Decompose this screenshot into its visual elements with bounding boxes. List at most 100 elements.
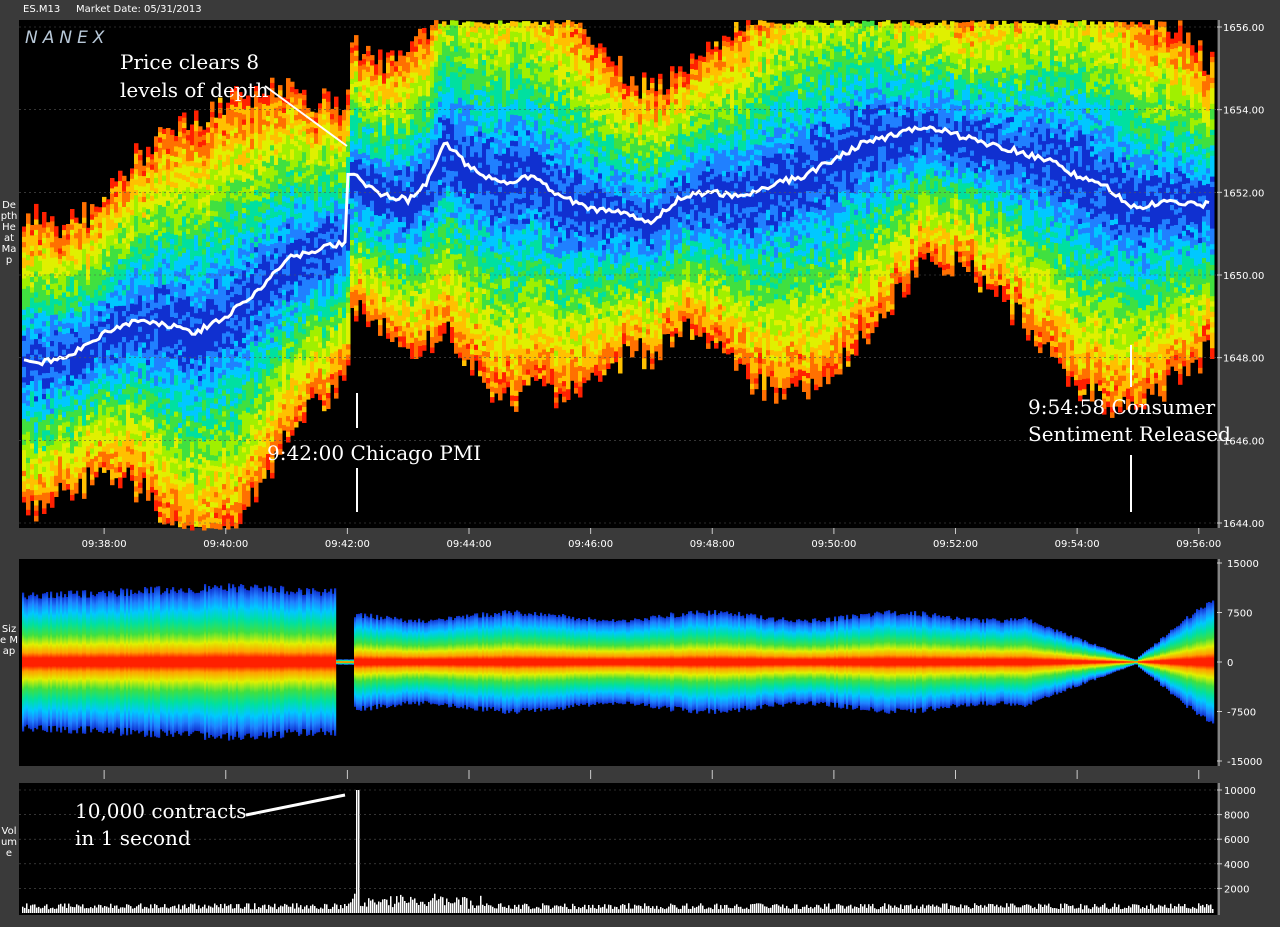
depth-heat-cell [82,384,87,390]
depth-heat-cell [170,416,175,422]
depth-heat-cell [74,285,79,291]
depth-heat-cell [202,385,207,391]
depth-heat-cell [238,316,243,322]
depth-heat-cell [302,287,307,293]
depth-heat-cell [234,273,239,279]
depth-heat-cell [238,311,243,317]
depth-heat-cell [194,157,199,163]
depth-heat-cell [138,426,143,432]
depth-heat-cell [238,238,243,244]
depth-heat-cell [306,196,311,202]
depth-heat-cell [274,394,279,400]
depth-heat-cell [130,449,135,455]
depth-heat-cell [86,238,91,244]
depth-heat-cell [110,318,115,324]
depth-heat-cell [70,375,75,381]
depth-heat-cell [154,147,159,153]
depth-heat-cell [114,285,119,291]
depth-heat-cell [46,337,51,343]
depth-heat-cell [38,344,43,350]
depth-heat-cell [122,202,127,208]
depth-heat-cell [170,353,175,359]
depth-heat-cell [230,157,235,163]
depth-heat-cell [322,213,327,219]
depth-heat-cell [298,307,303,313]
depth-heat-cell [158,299,163,305]
depth-heat-cell [270,416,275,422]
depth-heat-cell [118,472,123,478]
depth-heat-cell [186,395,191,401]
depth-heat-cell [230,245,235,251]
depth-heat-cell [210,200,215,206]
depth-heat-cell [118,316,123,322]
depth-heat-cell [242,135,247,141]
depth-heat-cell [266,267,271,273]
depth-heat-cell [186,458,191,464]
depth-heat-cell [298,405,303,411]
depth-heat-cell [218,186,223,192]
depth-heat-cell [90,209,95,215]
depth-heat-cell [94,472,99,478]
depth-heat-cell [194,448,199,454]
depth-heat-cell [278,168,283,174]
depth-heat-cell [182,217,187,223]
depth-heat-cell [314,191,319,197]
depth-heat-cell [122,415,127,421]
depth-heat-cell [114,244,119,250]
depth-heat-cell [246,278,251,284]
depth-heat-cell [30,397,35,403]
depth-heat-cell [214,133,219,139]
depth-heat-cell [114,369,119,375]
depth-heat-cell [78,244,83,250]
depth-heat-cell [30,469,35,475]
depth-heat-cell [202,437,207,443]
depth-heat-cell [242,322,247,328]
depth-heat-cell [278,314,283,320]
depth-heat-cell [138,415,143,421]
depth-heat-cell [314,113,319,119]
depth-heat-cell [74,426,79,432]
depth-heat-cell [118,301,123,307]
depth-heat-cell [274,305,279,311]
depth-heat-cell [274,373,279,379]
depth-heat-cell [158,226,163,232]
depth-heat-cell [246,122,251,128]
depth-heat-cell [270,140,275,146]
depth-heat-cell [34,246,39,252]
depth-heat-cell [66,266,71,272]
depth-heat-cell [230,375,235,381]
depth-heat-cell [290,285,295,291]
depth-heat-cell [314,217,319,223]
depth-heat-cell [278,132,283,138]
depth-heat-cell [246,356,251,362]
depth-heat-cell [42,472,47,478]
depth-heat-cell [46,425,51,431]
depth-heat-cell [286,193,291,199]
depth-heat-cell [266,173,271,179]
depth-heat-cell [238,129,243,135]
depth-heat-cell [314,154,319,160]
depth-heat-cell [230,224,235,230]
depth-heat-cell [74,389,79,395]
depth-heat-cell [34,334,39,340]
depth-heat-cell [314,362,319,368]
depth-heat-cell [238,482,243,488]
depth-heat-cell [322,172,327,178]
depth-heat-cell [194,376,199,382]
depth-heat-cell [262,177,267,183]
depth-heat-cell [278,298,283,304]
depth-heat-cell [30,256,35,262]
depth-heat-cell [26,271,31,277]
depth-heat-cell [234,117,239,123]
depth-heat-cell [118,238,123,244]
depth-heat-cell [26,328,31,334]
depth-heat-cell [210,507,215,513]
depth-heat-cell [286,167,291,173]
depth-heat-cell [254,424,259,430]
depth-heat-cell [22,461,27,467]
depth-heat-cell [258,446,263,452]
depth-heat-cell [198,501,203,507]
depth-heat-cell [66,432,71,438]
depth-heat-cell [62,428,67,434]
depth-heat-cell [94,321,99,327]
